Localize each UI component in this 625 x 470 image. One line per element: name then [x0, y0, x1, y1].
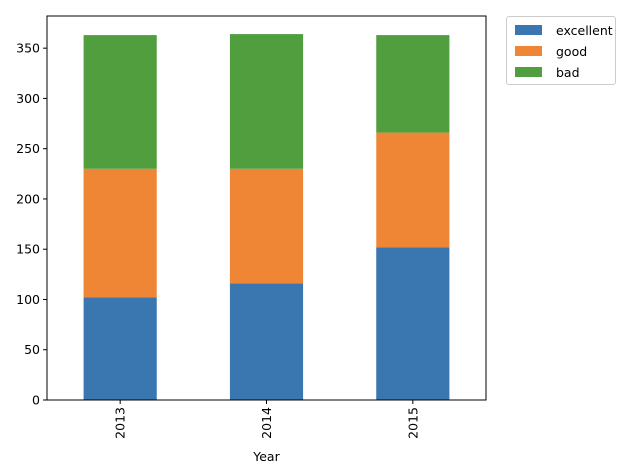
y-tick-label: 300	[16, 91, 40, 106]
bar-excellent-2014	[229, 283, 304, 400]
y-tick-label: 350	[16, 41, 40, 56]
bar-bad-2013	[83, 35, 157, 169]
legend-item-bad: bad	[515, 64, 580, 80]
legend-swatch	[515, 46, 542, 56]
y-tick-label: 0	[32, 393, 40, 408]
y-tick-label: 200	[16, 191, 40, 206]
y-tick-label: 100	[16, 292, 40, 307]
bar-bad-2015	[376, 35, 450, 133]
x-axis-title: Year	[252, 449, 280, 464]
bar-bad-2014	[229, 34, 304, 169]
bars-group	[83, 34, 450, 400]
y-tick-label: 250	[16, 141, 40, 156]
x-axis: 2013 2014 2015	[113, 400, 420, 439]
legend-label: bad	[556, 64, 580, 80]
legend-label: excellent	[556, 22, 613, 38]
bar-good-2014	[229, 168, 304, 284]
legend-item-excellent: excellent	[515, 22, 613, 38]
x-tick-label: 2013	[113, 407, 128, 439]
x-tick-label: 2014	[259, 407, 274, 439]
legend-swatch	[515, 25, 542, 35]
bar-good-2015	[376, 132, 450, 248]
legend: excellent good bad	[506, 16, 616, 85]
y-tick-label: 50	[24, 342, 40, 357]
x-tick-label: 2015	[405, 407, 420, 439]
legend-swatch	[515, 67, 542, 77]
legend-item-good: good	[515, 43, 587, 59]
bar-excellent-2015	[376, 247, 450, 400]
bar-good-2013	[83, 168, 157, 298]
bar-excellent-2013	[83, 297, 157, 400]
y-axis: 0 50 100 150 200 250 300 350	[16, 41, 47, 408]
y-tick-label: 150	[16, 242, 40, 257]
legend-label: good	[556, 43, 588, 59]
